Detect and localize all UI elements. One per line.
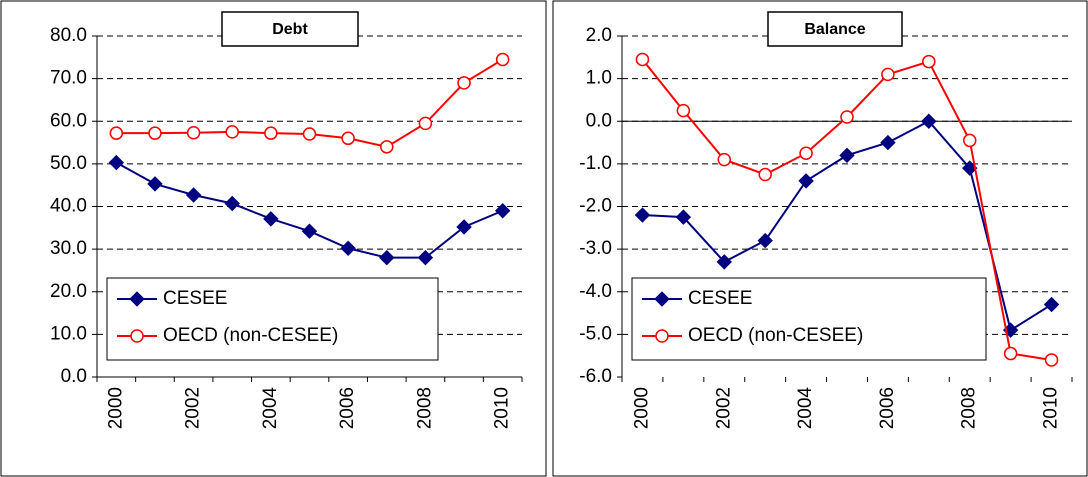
x-tick-label: 2004 bbox=[260, 387, 281, 430]
data-point bbox=[379, 249, 395, 266]
data-point bbox=[225, 125, 239, 139]
data-point bbox=[417, 249, 434, 266]
x-tick-label: 2010 bbox=[492, 387, 513, 429]
data-point bbox=[185, 187, 202, 203]
data-point bbox=[302, 127, 317, 141]
data-point bbox=[922, 54, 936, 69]
x-tick-label: 2002 bbox=[183, 387, 204, 429]
y-tick-label: -6.0 bbox=[579, 366, 612, 387]
y-tick-label: -2.0 bbox=[579, 196, 612, 217]
legend-label: OECD (non-CESEE) bbox=[688, 325, 863, 346]
title-box bbox=[221, 11, 359, 47]
data-point bbox=[716, 254, 732, 270]
data-point bbox=[456, 219, 472, 235]
y-tick-label: 2.0 bbox=[586, 25, 612, 46]
data-point bbox=[109, 126, 124, 140]
panel-frame bbox=[0, 0, 547, 477]
legend-marker bbox=[654, 291, 670, 307]
data-point bbox=[634, 207, 651, 223]
y-tick-label: -5.0 bbox=[579, 323, 612, 344]
data-point bbox=[224, 195, 240, 212]
data-point bbox=[635, 52, 650, 67]
x-tick-label: 2008 bbox=[414, 387, 435, 429]
legend-marker bbox=[655, 329, 669, 343]
legend-marker bbox=[130, 329, 144, 343]
data-point bbox=[1043, 296, 1060, 313]
data-point bbox=[1044, 353, 1059, 367]
y-tick-label: 70.0 bbox=[50, 68, 87, 89]
x-tick-label: 2010 bbox=[1041, 387, 1062, 429]
x-tick-label: 2000 bbox=[105, 387, 126, 429]
y-tick-label: 30.0 bbox=[50, 238, 87, 259]
legend-box bbox=[631, 277, 987, 361]
y-tick-label: -4.0 bbox=[579, 281, 612, 302]
data-point bbox=[148, 126, 162, 140]
data-point bbox=[840, 110, 854, 124]
y-tick-label: 0.0 bbox=[61, 366, 87, 387]
data-point bbox=[921, 113, 937, 129]
data-point bbox=[108, 154, 125, 171]
x-tick-label: 2006 bbox=[337, 387, 358, 429]
data-point bbox=[380, 140, 394, 154]
data-point bbox=[717, 152, 732, 167]
data-point bbox=[1003, 346, 1018, 361]
legend-label: CESEE bbox=[163, 288, 227, 309]
data-point bbox=[758, 167, 772, 182]
y-tick-label: 0.0 bbox=[586, 110, 612, 131]
legend-label: CESEE bbox=[688, 288, 752, 309]
x-tick-label: 2000 bbox=[631, 387, 652, 429]
data-point bbox=[675, 209, 692, 225]
data-point bbox=[147, 176, 163, 192]
panel-frame bbox=[552, 0, 1088, 477]
data-point bbox=[495, 52, 510, 67]
y-tick-label: 80.0 bbox=[50, 25, 87, 46]
chart-title: Debt bbox=[272, 21, 308, 38]
data-point bbox=[340, 240, 356, 256]
x-tick-label: 2008 bbox=[959, 387, 980, 429]
chart-title: Balance bbox=[804, 21, 865, 38]
data-point bbox=[798, 173, 814, 189]
x-tick-label: 2004 bbox=[795, 387, 816, 430]
data-point bbox=[186, 126, 201, 140]
data-point bbox=[418, 116, 433, 131]
legend-marker bbox=[129, 291, 145, 307]
data-point bbox=[839, 147, 855, 164]
data-point bbox=[880, 134, 896, 151]
data-point bbox=[264, 126, 278, 140]
data-point bbox=[799, 146, 813, 160]
y-tick-label: 50.0 bbox=[50, 153, 87, 174]
x-tick-label: 2006 bbox=[877, 387, 898, 429]
data-point bbox=[757, 232, 773, 249]
legend-label: OECD (non-CESEE) bbox=[163, 325, 338, 346]
data-point bbox=[457, 76, 471, 90]
y-tick-label: 1.0 bbox=[586, 68, 612, 89]
data-point bbox=[962, 133, 977, 148]
data-point bbox=[881, 67, 895, 82]
y-tick-label: 10.0 bbox=[50, 323, 87, 344]
data-point bbox=[263, 211, 279, 227]
legend-box bbox=[106, 277, 439, 361]
x-tick-label: 2002 bbox=[713, 387, 734, 429]
data-point bbox=[301, 223, 318, 239]
y-tick-label: -1.0 bbox=[579, 153, 612, 174]
y-tick-label: 20.0 bbox=[50, 281, 87, 302]
y-tick-label: -3.0 bbox=[579, 238, 612, 259]
data-point bbox=[341, 131, 355, 146]
data-point bbox=[494, 203, 511, 219]
title-box bbox=[767, 11, 903, 47]
y-tick-label: 40.0 bbox=[50, 196, 87, 217]
data-point bbox=[676, 103, 691, 118]
y-tick-label: 60.0 bbox=[50, 110, 87, 131]
